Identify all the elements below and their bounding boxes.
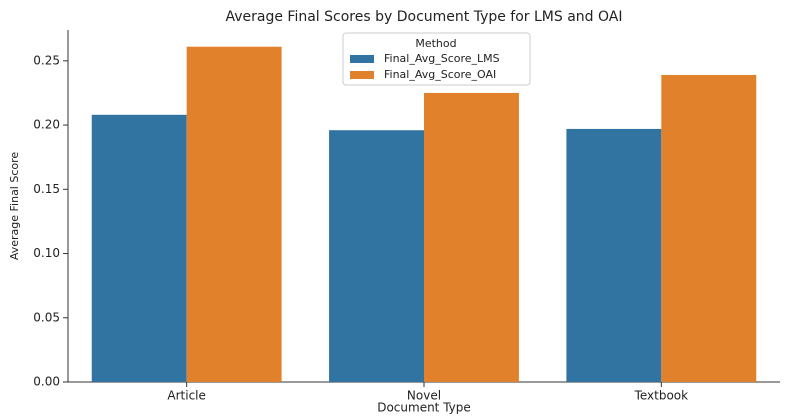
x-axis-label: Document Type	[377, 401, 471, 415]
y-axis-label: Average Final Score	[8, 152, 21, 261]
legend-box	[342, 32, 531, 86]
legend-label: Final_Avg_Score_LMS	[384, 52, 500, 65]
y-tick-label: 0.25	[33, 53, 60, 67]
x-tick-label: Novel	[407, 389, 441, 403]
y-tick-label: 0.05	[33, 310, 60, 324]
bar	[661, 74, 757, 382]
y-tick-label: 0.00	[33, 375, 60, 389]
x-tick-label: Article	[167, 389, 206, 403]
bar	[186, 46, 282, 382]
bar	[329, 130, 424, 382]
y-tick-label: 0.20	[33, 118, 60, 132]
bar	[91, 114, 187, 382]
legend-swatch	[350, 71, 374, 79]
legend-swatch	[350, 55, 374, 63]
chart-title: Average Final Scores by Document Type fo…	[225, 9, 622, 25]
legend-title: Method	[415, 37, 456, 50]
x-tick-label: Textbook	[634, 389, 689, 403]
legend: Method Final_Avg_Score_LMS Final_Avg_Scor…	[342, 32, 531, 86]
y-tick-label: 0.10	[33, 246, 60, 260]
legend-label: Final_Avg_Score_OAI	[384, 68, 496, 81]
bar	[566, 128, 662, 382]
y-tick-label: 0.15	[33, 182, 60, 196]
bar	[424, 92, 519, 382]
